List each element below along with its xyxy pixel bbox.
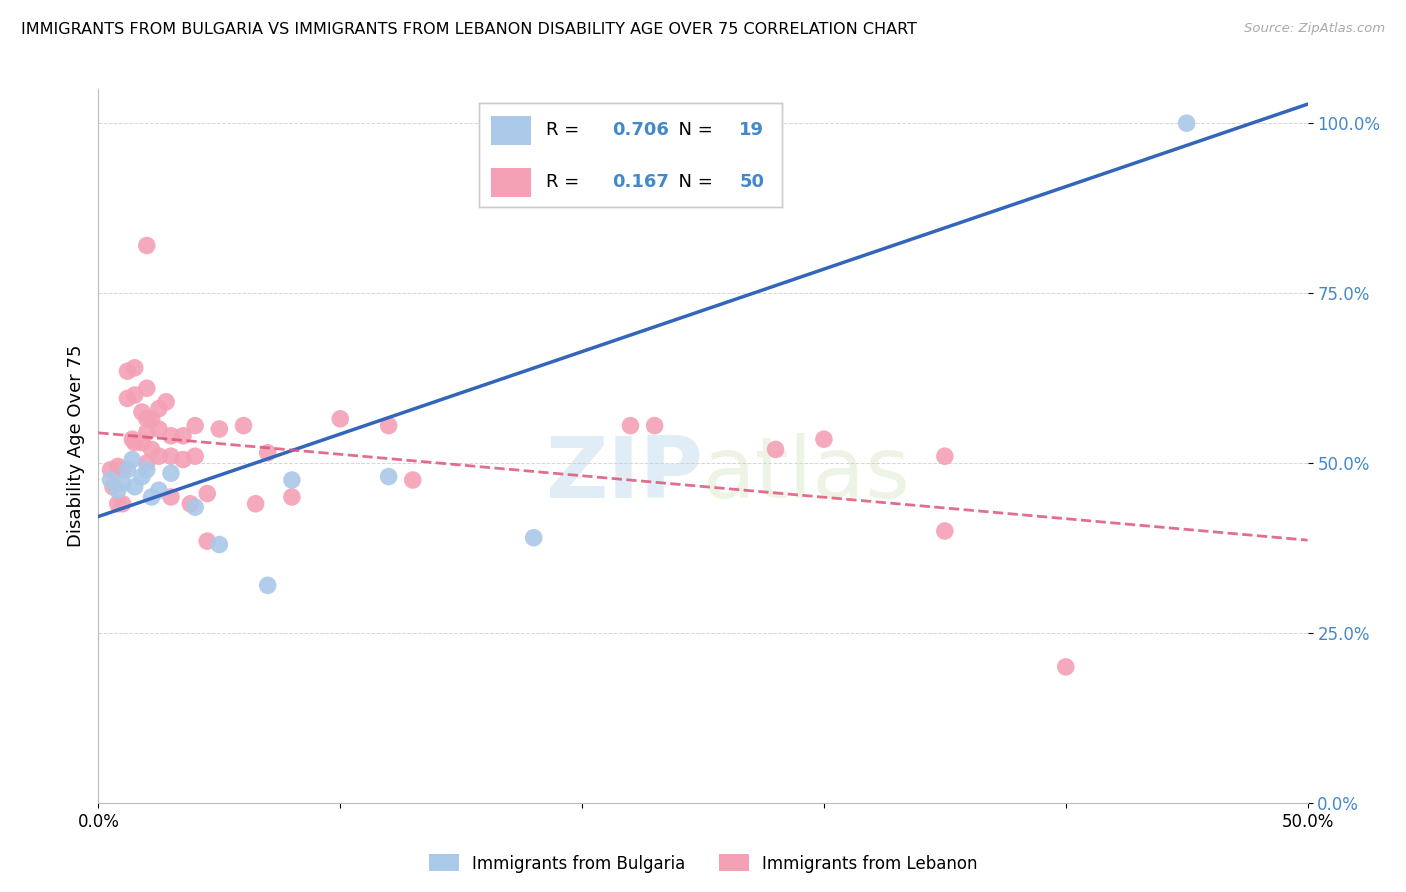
Point [135, 463, 157, 477]
Point [377, 418, 399, 433]
Text: IMMIGRANTS FROM BULGARIA VS IMMIGRANTS FROM LEBANON DISABILITY AGE OVER 75 CORRE: IMMIGRANTS FROM BULGARIA VS IMMIGRANTS F… [21, 22, 917, 37]
Point [1175, 116, 1198, 130]
Point [148, 483, 170, 498]
Point [141, 490, 163, 504]
Point [1054, 660, 1077, 674]
Point [101, 480, 124, 494]
Point [619, 418, 641, 433]
Point [100, 473, 122, 487]
Point [121, 452, 143, 467]
Point [281, 490, 304, 504]
Point [172, 452, 194, 467]
Point [124, 435, 146, 450]
Text: Source: ZipAtlas.com: Source: ZipAtlas.com [1244, 22, 1385, 36]
Point [111, 476, 134, 491]
Point [208, 537, 231, 551]
Point [135, 425, 157, 440]
Text: atlas: atlas [703, 433, 911, 516]
Point [571, 146, 593, 161]
Point [111, 463, 134, 477]
Point [281, 473, 304, 487]
Point [131, 405, 153, 419]
Point [179, 497, 201, 511]
Point [523, 531, 546, 545]
Point [135, 381, 157, 395]
Point [141, 412, 163, 426]
Point [402, 473, 425, 487]
Point [148, 422, 170, 436]
Point [124, 388, 146, 402]
Text: ZIP: ZIP [546, 433, 703, 516]
Point [160, 490, 183, 504]
Point [107, 483, 129, 498]
Point [208, 422, 231, 436]
Point [124, 360, 146, 375]
Point [765, 442, 787, 457]
Point [117, 392, 139, 406]
Point [155, 394, 177, 409]
Point [148, 449, 170, 463]
Point [184, 449, 207, 463]
Point [117, 364, 139, 378]
Point [172, 429, 194, 443]
Point [160, 466, 183, 480]
Legend: Immigrants from Bulgaria, Immigrants from Lebanon: Immigrants from Bulgaria, Immigrants fro… [422, 847, 984, 880]
Point [256, 446, 278, 460]
Point [934, 524, 956, 538]
Point [329, 412, 352, 426]
Point [160, 429, 183, 443]
Point [117, 463, 139, 477]
Point [135, 238, 157, 252]
Point [111, 497, 134, 511]
Point [107, 459, 129, 474]
Point [184, 418, 207, 433]
Point [148, 401, 170, 416]
Y-axis label: Disability Age Over 75: Disability Age Over 75 [66, 344, 84, 548]
Point [107, 497, 129, 511]
Point [195, 534, 218, 549]
Point [377, 469, 399, 483]
Point [160, 449, 183, 463]
Point [131, 435, 153, 450]
Point [121, 432, 143, 446]
Point [644, 418, 666, 433]
Point [813, 432, 835, 446]
Point [195, 486, 218, 500]
Point [131, 469, 153, 483]
Point [232, 418, 254, 433]
Point [184, 500, 207, 515]
Point [124, 480, 146, 494]
Point [100, 463, 122, 477]
Point [141, 442, 163, 457]
Point [135, 456, 157, 470]
Point [245, 497, 267, 511]
Point [135, 412, 157, 426]
Point [934, 449, 956, 463]
Point [256, 578, 278, 592]
